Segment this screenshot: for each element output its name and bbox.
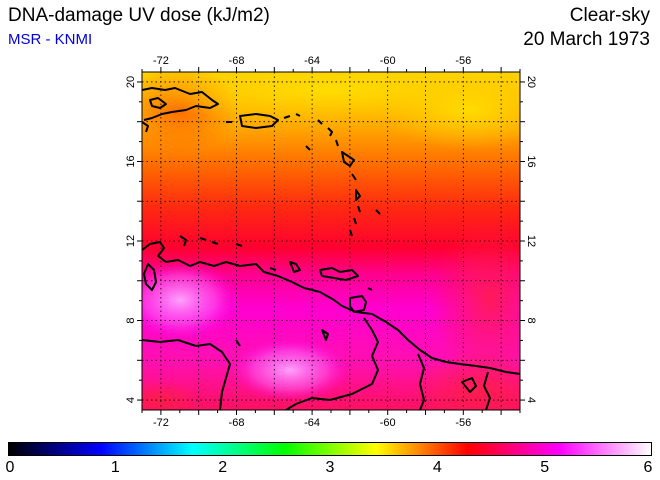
- map-subtitle: MSR - KNMI: [8, 31, 93, 48]
- left-lat-label: 4: [125, 397, 137, 403]
- axis-tick-labels: -72 -72 -68 -68 -64 -64 -60 -60 -56 -56 4 4 8 8 12 12 16…: [125, 55, 537, 429]
- colorbar-tick-label: 4: [432, 459, 442, 476]
- map-date: 20 March 1973: [523, 29, 650, 50]
- coastlines: [142, 87, 520, 410]
- right-lat-label: 12: [525, 235, 537, 247]
- bottom-lon-label: -68: [229, 417, 245, 429]
- right-lat-label: 20: [525, 76, 537, 88]
- colorbar: [8, 442, 652, 456]
- left-lat-label: 12: [125, 235, 137, 247]
- graticule: [142, 72, 520, 410]
- left-lat-label: 8: [125, 317, 137, 323]
- axis-ticks: [137, 67, 525, 415]
- top-lon-label: -60: [380, 55, 396, 67]
- top-lon-label: -68: [229, 55, 245, 67]
- uv-dose-map: -72 -72 -68 -68 -64 -64 -60 -60 -56 -56 4 4 8 8 12 12 16…: [125, 55, 537, 429]
- map-title: DNA-damage UV dose (kJ/m2): [8, 5, 270, 26]
- left-lat-label: 20: [125, 76, 137, 88]
- top-lon-label: -64: [304, 55, 320, 67]
- colorbar-tick-label: 5: [540, 459, 550, 476]
- top-lon-label: -56: [455, 55, 471, 67]
- right-lat-label: 16: [525, 155, 537, 167]
- right-lat-label: 8: [525, 317, 537, 323]
- colorbar-tick-label: 2: [218, 459, 228, 476]
- bottom-lon-label: -64: [304, 417, 320, 429]
- bottom-lon-label: -56: [455, 417, 471, 429]
- colorbar-tick-label: 0: [5, 459, 15, 476]
- bottom-lon-label: -72: [153, 417, 169, 429]
- uv-dose-field: [142, 72, 520, 410]
- colorbar-tick-label: 6: [643, 459, 653, 476]
- colorbar-tick-label: 3: [325, 459, 335, 476]
- bottom-lon-label: -60: [380, 417, 396, 429]
- left-lat-label: 16: [125, 155, 137, 167]
- colorbar-tick-label: 1: [110, 459, 120, 476]
- sky-condition: Clear-sky: [569, 5, 650, 26]
- top-lon-label: -72: [153, 55, 169, 67]
- right-lat-label: 4: [525, 397, 537, 403]
